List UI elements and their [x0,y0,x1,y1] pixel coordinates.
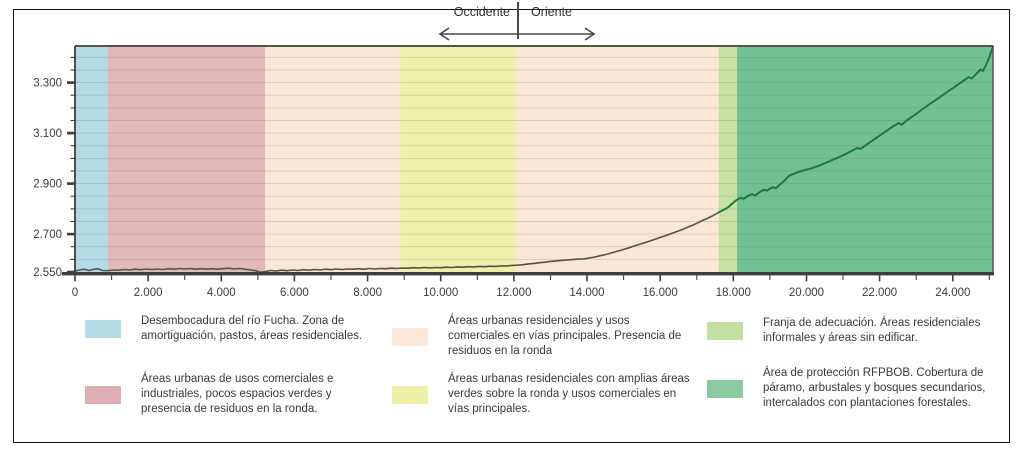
legend-swatch [392,385,428,404]
series-lines [74,45,994,274]
x-tick-label: 22.000 [862,287,897,299]
x-tick-label: 2.000 [134,287,163,299]
zone-residencial-comercial-este [515,46,719,272]
y-tick-label: 2.900 [33,179,62,191]
direction-arrows-icon [438,27,596,41]
x-tick-label: 12.000 [496,287,531,299]
legend-item: Áreas urbanas residenciales con amplias … [392,372,694,418]
x-tick-label: 8.000 [353,287,382,299]
axis-ticks [67,56,990,282]
y-tick-label: 2.700 [33,229,62,241]
y-tick-label: 3.100 [33,128,62,140]
legend-text: Área de protección RFPBOB. Cobertura de … [763,367,986,410]
x-tick-labels: 0 2.000 4.000 6.000 8.000 10.000 12.000 14.000 1… [72,287,971,299]
zone-franja-adecuacion [718,46,737,272]
zone-desembocadura [75,46,108,272]
profile-chart: 0 2.000 4.000 6.000 8.000 10.000 12.000 14.000 1… [33,45,994,299]
y-tick-label: 3.300 [33,78,62,90]
legend-swatch [707,322,743,341]
direction-east-label: Oriente [531,5,572,19]
legend-swatch [707,379,743,398]
zone-comercial-industrial [107,46,266,272]
legend-text: Áreas urbanas de usos comerciales e indu… [141,373,334,416]
x-tick-label: 20.000 [789,287,824,299]
y-tick-labels: 2.550 2.700 2.900 3.100 3.300 [33,78,62,279]
zone-proteccion-rfpbob [737,46,993,272]
zone-bands [75,46,993,272]
x-tick-label: 16.000 [643,287,678,299]
direction-header: Occidente Oriente [436,2,598,46]
x-tick-label: 0 [72,287,78,299]
x-tick-label: 6.000 [280,287,309,299]
legend-item: Área de protección RFPBOB. Cobertura de … [707,366,1013,412]
legend-text: Franja de adecuación. Áreas residenciale… [763,317,981,345]
y-tick-label: 2.550 [33,267,62,279]
series-perfil-occidente [74,211,720,274]
x-tick-label: 18.000 [716,287,751,299]
legend-text: Desembocadura del río Fucha. Zona de amo… [141,315,363,343]
zone-residencial-areas-verdes [400,46,516,272]
series-perfil-oriente [717,45,994,214]
legend-swatch [85,320,121,339]
zone-residencial-comercial-oeste [265,46,401,272]
legend-text: Áreas urbanas residenciales y usos comer… [448,315,682,358]
legend-text: Áreas urbanas residenciales con amplias … [448,373,690,416]
x-tick-label: 4.000 [207,287,236,299]
x-tick-label: 14.000 [569,287,604,299]
legend-swatch [392,327,428,346]
legend-swatch [85,385,121,404]
direction-divider [517,2,519,39]
legend-item: Áreas urbanas de usos comerciales e indu… [85,372,379,418]
direction-west-label: Occidente [453,5,510,19]
gridlines [75,56,993,260]
x-tick-label: 24.000 [935,287,970,299]
legend-item: Franja de adecuación. Áreas residenciale… [707,316,1016,346]
legend-item: Desembocadura del río Fucha. Zona de amo… [85,314,375,344]
legend-item: Áreas urbanas residenciales y usos comer… [392,314,694,360]
axes [62,45,994,276]
x-tick-label: 10.000 [423,287,458,299]
